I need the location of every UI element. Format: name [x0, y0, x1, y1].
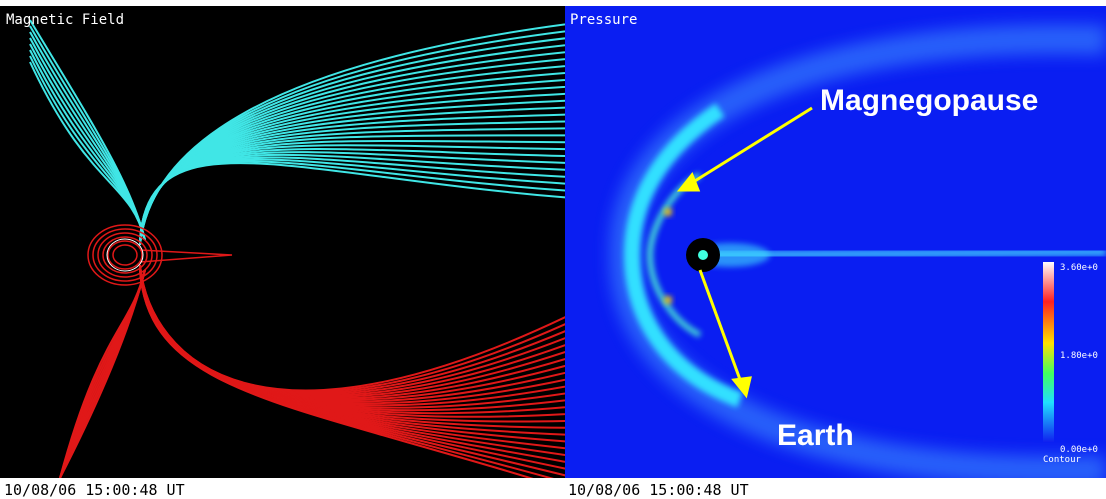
tail — [704, 248, 1106, 259]
pressure-field — [609, 24, 1106, 478]
arrows — [676, 106, 813, 399]
arrow-line — [698, 269, 744, 386]
colorbar-label: 1.80e+0 — [1060, 351, 1098, 361]
earth-grid — [106, 238, 144, 272]
dipole-loop — [87, 224, 163, 286]
colorbar-label: 0.00e+0 — [1060, 445, 1098, 455]
earth-core — [698, 250, 708, 260]
colorbar-labels: 3.60e+0 1.80e+0 0.00e+0 Contour — [1043, 263, 1098, 465]
panel-title: Pressure — [570, 12, 637, 28]
annotation: Magnegopause — [820, 84, 1038, 117]
field-line — [139, 162, 565, 240]
dipole-loop — [107, 240, 143, 270]
tail-loop — [139, 249, 233, 263]
colorbar-caption: Contour — [1043, 455, 1082, 465]
colorbar — [1043, 262, 1054, 442]
dipole-loop — [97, 232, 153, 278]
magnetopause — [646, 172, 702, 338]
dipole-loop — [112, 244, 138, 266]
field-lines — [29, 19, 565, 478]
timestamp: 10/08/06 15:00:48 UT — [4, 481, 185, 499]
colorbar-label: 3.60e+0 — [1060, 263, 1098, 273]
timestamp: 10/08/06 15:00:48 UT — [568, 481, 749, 499]
pressure-panel — [565, 6, 1106, 478]
arrow-head — [676, 172, 701, 192]
field-line — [59, 269, 146, 478]
dipole-loop — [102, 236, 148, 274]
arrow-head — [731, 376, 752, 399]
annotation: Earth — [777, 419, 854, 452]
dipole-loop — [92, 228, 158, 282]
panel-title: Magnetic Field — [6, 12, 124, 28]
hot-spot — [664, 296, 672, 304]
magnetosheath — [623, 103, 743, 408]
hot-spot — [664, 208, 672, 216]
field-line — [29, 61, 146, 241]
field-line — [139, 270, 534, 478]
arrow-line — [689, 106, 813, 186]
